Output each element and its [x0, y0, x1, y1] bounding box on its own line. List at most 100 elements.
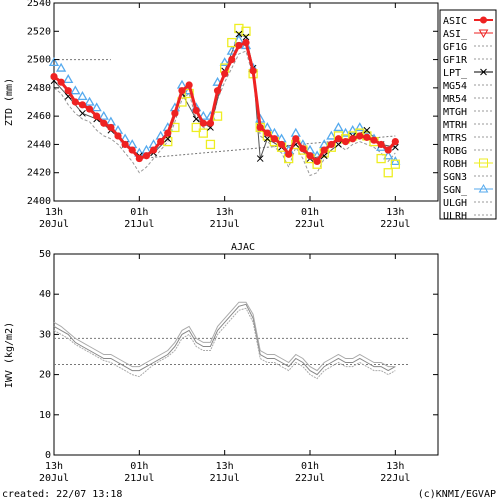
- sgn-point: [63, 74, 74, 84]
- sgn-point: [226, 45, 237, 55]
- x-tick-label-date: 20Jul: [39, 219, 69, 230]
- x-tick-label-date: 21Jul: [210, 219, 240, 230]
- asic-point: [213, 87, 222, 95]
- sgn-point: [333, 122, 344, 132]
- asic-point: [285, 150, 293, 158]
- legend-label: MR54: [443, 94, 467, 105]
- asic-point: [57, 78, 65, 86]
- asic-point: [356, 132, 364, 140]
- y-tick-label: 2420: [27, 168, 51, 179]
- legend-label: ROBH: [443, 159, 467, 170]
- y-tick-label: 10: [39, 410, 51, 421]
- x-tick-label-hour: 13h: [386, 207, 404, 218]
- asic-point: [277, 140, 286, 149]
- asic-point: [235, 41, 243, 50]
- sgn-point: [91, 102, 102, 112]
- asic-point: [370, 136, 378, 144]
- iwv-series-line: [53, 301, 396, 372]
- x-tick-label-date: 22Jul: [380, 473, 410, 484]
- asic-point: [178, 87, 186, 95]
- legend-label: ULGH: [443, 198, 467, 209]
- x-tick-label-hour: 13h: [216, 207, 234, 218]
- legend-marker-lpt: [480, 68, 487, 76]
- legend-label: MG54: [443, 81, 467, 92]
- x-tick-label-date: 22Jul: [295, 473, 325, 484]
- x-tick-label-date: 21Jul: [124, 473, 154, 484]
- legend-label: LPT_: [443, 68, 468, 79]
- iwv-plot-frame: [53, 253, 439, 456]
- sgn-point: [84, 96, 95, 106]
- asic-point: [114, 132, 122, 140]
- legend-label: SGN3: [443, 172, 467, 183]
- sgn-point: [98, 110, 109, 120]
- legend-marker-robh: [479, 158, 488, 168]
- x-tick-label-hour: 01h: [301, 207, 319, 218]
- created-timestamp: created: 22/07 13:18: [2, 489, 122, 500]
- legend-marker-asic: [480, 16, 487, 24]
- asic-point: [263, 129, 271, 137]
- asic-point: [157, 138, 165, 146]
- robh-point: [227, 37, 237, 48]
- x-tick-label-date: 22Jul: [380, 219, 410, 230]
- asic-point: [341, 138, 350, 146]
- x-tick-label-hour: 01h: [130, 461, 148, 472]
- x-tick-label-date: 21Jul: [210, 473, 240, 484]
- asic-point: [192, 106, 200, 115]
- asic-point: [228, 55, 236, 64]
- asic-point: [121, 140, 129, 149]
- sgn-point: [383, 150, 394, 160]
- legend-label: MTGH: [443, 107, 467, 118]
- x-tick-label-hour: 13h: [45, 461, 63, 472]
- x-tick-label-hour: 13h: [45, 207, 63, 218]
- lpt-point: [363, 126, 371, 134]
- sgn-point: [55, 62, 67, 72]
- x-tick-label-hour: 01h: [301, 461, 319, 472]
- asic-point: [299, 145, 307, 153]
- y-tick-label: 20: [39, 370, 51, 381]
- lpt-point: [263, 135, 271, 143]
- iwv-y-axis-label: IWV (kg/m2): [4, 322, 15, 388]
- asic-point: [306, 152, 314, 160]
- asic-point: [71, 98, 79, 106]
- iwv-station-title: AJAC: [231, 242, 255, 253]
- robh-point: [198, 128, 208, 138]
- asic-point: [334, 135, 343, 143]
- x-tick-label-date: 21Jul: [124, 219, 154, 230]
- asic-point: [142, 152, 151, 160]
- robh-point: [383, 168, 393, 178]
- y-tick-label: 40: [39, 289, 51, 300]
- ztd-reference-line: [139, 135, 396, 160]
- asic-point: [384, 146, 392, 154]
- robh-point: [376, 153, 386, 164]
- legend-label: ULRH: [443, 211, 467, 222]
- asic-point: [327, 140, 335, 149]
- asic-point: [320, 146, 328, 154]
- lpt-point: [79, 109, 86, 117]
- legend-label: ASI_: [443, 29, 468, 40]
- robh-point: [212, 111, 223, 121]
- asic-point: [377, 140, 385, 149]
- asic-point: [391, 138, 399, 146]
- asic-point: [100, 119, 108, 127]
- legend-box: [439, 9, 497, 220]
- ztd-y-ticks: 2400 2420 2440 2460 2480 2500 2520 2540: [27, 0, 438, 207]
- asic-point: [256, 123, 264, 132]
- asic-point: [249, 67, 257, 75]
- asic-point: [64, 87, 72, 95]
- asic-point: [78, 101, 87, 109]
- iwv-series-line: [53, 307, 396, 380]
- asic-point: [270, 135, 279, 143]
- iwv-series-line: [53, 303, 396, 376]
- x-tick-label-hour: 13h: [216, 461, 234, 472]
- asic-point: [206, 119, 215, 127]
- asic-point: [349, 135, 357, 143]
- legend: ASIC ASI_ GF1G GF1R LPT_ MG54 MR54 MTGH MTRH MTRS…: [439, 9, 497, 222]
- lpt-point: [235, 30, 243, 38]
- asic-point: [171, 109, 179, 117]
- ztd-y-axis-label: ZTD (mm): [4, 78, 15, 126]
- asic-point: [128, 146, 136, 154]
- asic-point: [85, 105, 94, 113]
